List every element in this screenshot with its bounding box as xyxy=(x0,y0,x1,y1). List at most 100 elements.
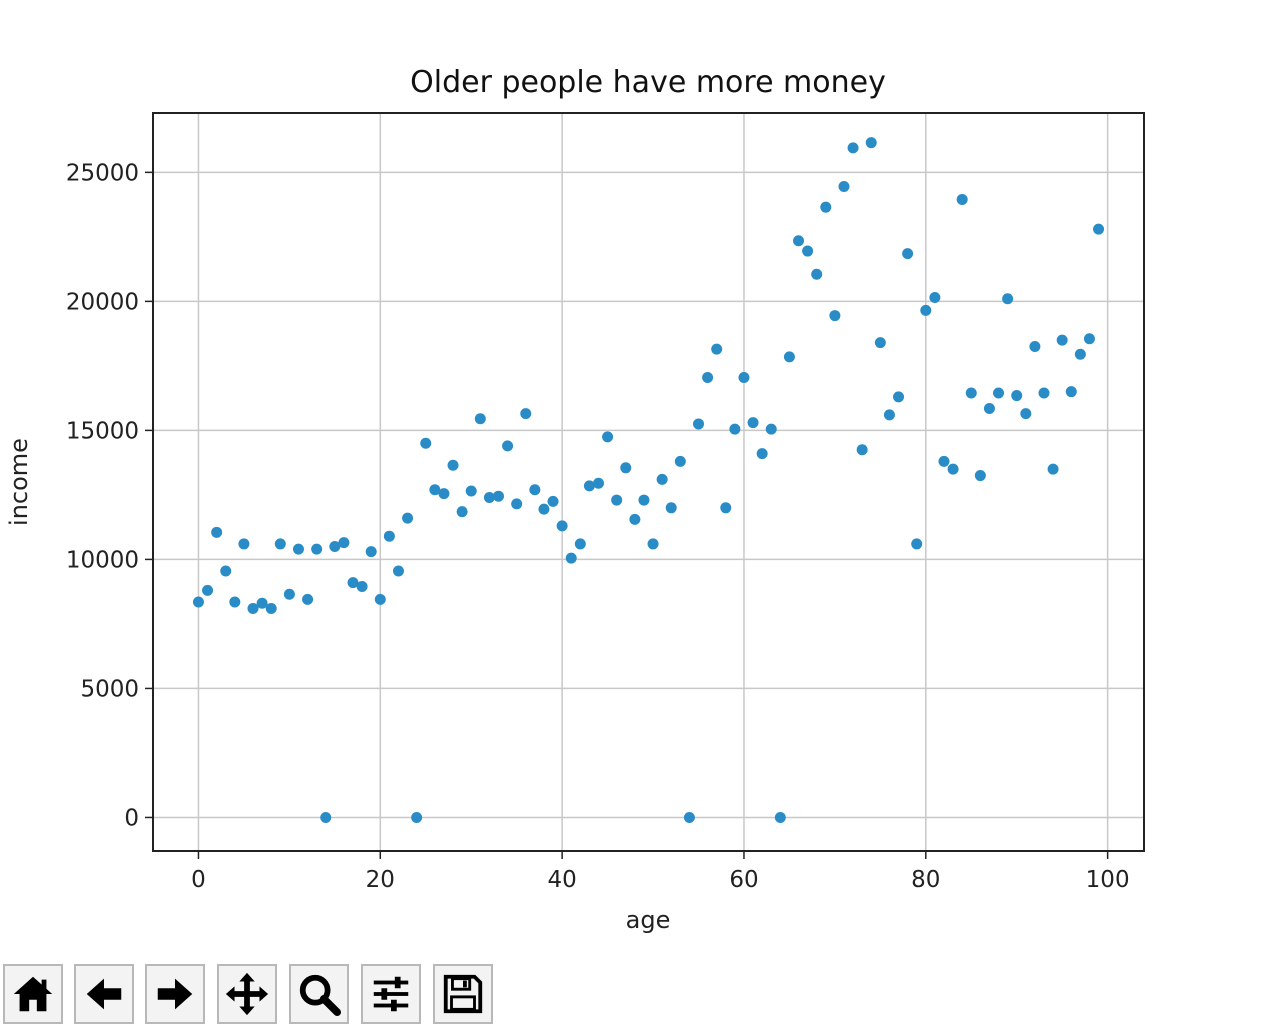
y-tick-label: 5000 xyxy=(80,676,139,702)
scatter-point xyxy=(820,201,832,213)
scatter-point xyxy=(929,292,941,303)
scatter-point xyxy=(1065,386,1077,398)
scatter-point xyxy=(392,565,404,577)
scatter-point xyxy=(1056,334,1068,346)
scatter-point xyxy=(529,484,541,496)
scatter-point xyxy=(347,577,359,589)
scatter-point xyxy=(365,546,377,558)
figure-background xyxy=(0,0,1266,960)
scatter-point xyxy=(265,602,277,614)
move-icon xyxy=(225,972,269,1016)
scatter-point xyxy=(693,418,705,430)
scatter-point xyxy=(611,494,623,506)
scatter-point xyxy=(956,193,968,205)
scatter-point xyxy=(411,811,423,823)
forward-button[interactable] xyxy=(145,964,205,1024)
y-tick-label: 15000 xyxy=(66,418,139,444)
y-tick-label: 20000 xyxy=(66,289,139,315)
scatter-point xyxy=(574,538,586,550)
scatter-point xyxy=(647,538,659,550)
scatter-point xyxy=(302,593,314,605)
scatter-point xyxy=(1020,408,1032,420)
scatter-point xyxy=(674,455,686,467)
scatter-point xyxy=(747,417,759,429)
scatter-point xyxy=(556,520,568,532)
scatter-point xyxy=(592,477,604,489)
magnifier-icon xyxy=(299,974,342,1017)
zoom-button[interactable] xyxy=(289,964,349,1024)
scatter-point xyxy=(483,491,495,503)
scatter-point xyxy=(711,343,723,355)
scatter-point xyxy=(374,593,386,605)
home-icon xyxy=(13,976,53,1012)
scatter-point xyxy=(802,245,814,257)
scatter-point xyxy=(774,811,786,823)
configure-button[interactable] xyxy=(361,964,421,1024)
scatter-point xyxy=(938,455,950,467)
scatter-point xyxy=(238,538,250,550)
scatter-point xyxy=(1083,333,1095,345)
scatter-point xyxy=(1038,387,1050,399)
scatter-point xyxy=(456,506,468,518)
scatter-point xyxy=(438,488,450,500)
scatter-point xyxy=(511,498,523,510)
scatter-point xyxy=(474,413,486,425)
scatter-point xyxy=(1093,223,1105,235)
x-tick-label: 40 xyxy=(547,867,576,893)
scatter-point xyxy=(1011,390,1023,402)
figure-canvas: Older people have more money 0 20 40 60 80 10… xyxy=(0,0,1266,960)
scatter-point xyxy=(620,462,632,474)
scatter-point xyxy=(220,565,232,577)
navigation-toolbar xyxy=(0,960,1266,1036)
x-tick-label: 100 xyxy=(1086,867,1130,893)
scatter-point xyxy=(492,490,504,502)
scatter-point xyxy=(329,541,341,553)
scatter-point xyxy=(911,538,923,550)
scatter-point xyxy=(202,584,214,596)
scatter-points xyxy=(192,137,1105,823)
scatter-point xyxy=(665,502,677,514)
sliders-icon xyxy=(373,976,409,1012)
back-button[interactable] xyxy=(74,964,134,1024)
scatter-point xyxy=(192,596,204,608)
home-button[interactable] xyxy=(3,964,63,1024)
scatter-point xyxy=(729,423,741,435)
grid-lines xyxy=(153,113,1144,851)
y-tick-label: 0 xyxy=(124,805,139,831)
scatter-point xyxy=(638,494,650,506)
scatter-point xyxy=(738,371,750,383)
scatter-point xyxy=(292,543,304,555)
scatter-point xyxy=(565,552,577,564)
scatter-point xyxy=(520,408,532,420)
scatter-point xyxy=(383,530,395,542)
scatter-point xyxy=(856,444,868,456)
scatter-point xyxy=(893,391,905,403)
pan-button[interactable] xyxy=(217,964,277,1024)
scatter-point xyxy=(429,484,441,496)
chart-title: Older people have more money xyxy=(410,65,886,100)
scatter-point xyxy=(229,596,241,608)
scatter-point xyxy=(338,537,350,549)
axis-ticks: 0 20 40 60 80 100 0 5000 10000 15000 20000 25000 xyxy=(66,160,1130,893)
save-button[interactable] xyxy=(433,964,493,1024)
scatter-point xyxy=(829,310,841,322)
scatter-point xyxy=(274,538,286,550)
scatter-point xyxy=(874,337,886,349)
scatter-point xyxy=(756,448,768,460)
scatter-point xyxy=(1029,341,1041,353)
scatter-point xyxy=(838,181,850,193)
scatter-point xyxy=(602,431,614,443)
arrow-left-icon xyxy=(86,978,122,1010)
scatter-point xyxy=(320,811,332,823)
scatter-point xyxy=(702,371,714,383)
scatter-point xyxy=(847,142,859,154)
y-axis-label: income xyxy=(5,438,33,526)
scatter-point xyxy=(465,485,477,497)
scatter-point xyxy=(356,581,368,593)
scatter-point xyxy=(1002,293,1014,305)
scatter-point xyxy=(920,304,932,316)
x-axis-label: age xyxy=(626,906,671,934)
scatter-point xyxy=(783,351,795,363)
x-tick-label: 80 xyxy=(911,867,940,893)
scatter-point xyxy=(247,602,259,614)
